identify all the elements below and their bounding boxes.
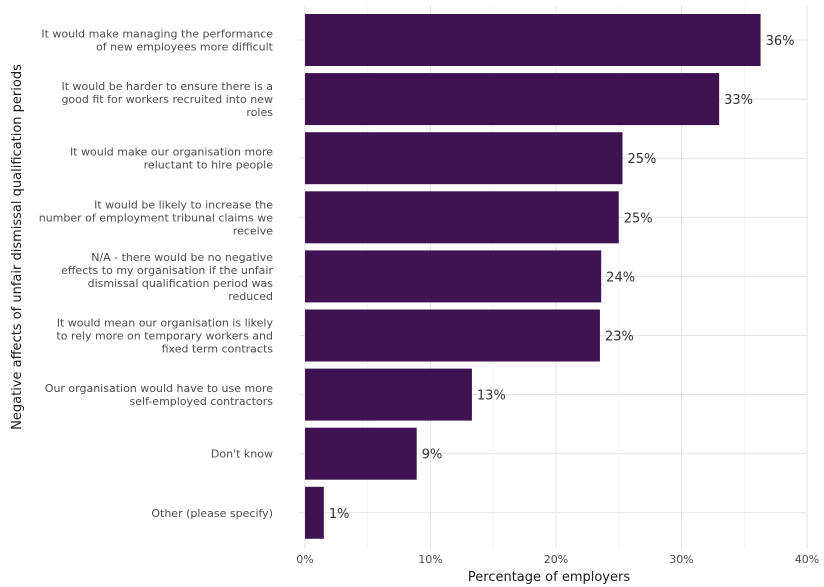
data-labels: 36% 33% 25% 25% 24% 23% 13% 9% 1% (329, 34, 795, 522)
category-label: It would make managing the performance of… (41, 28, 273, 54)
data-label: 23% (605, 330, 634, 345)
bar (305, 73, 720, 126)
category-label: Other (please specify) (151, 507, 273, 520)
bar (305, 368, 472, 421)
bar (305, 14, 761, 66)
x-axis-title: Percentage of employers (468, 570, 630, 585)
x-tick-label: 0% (296, 553, 313, 566)
category-label: It would be likely to increase the number… (39, 198, 274, 237)
bar (305, 250, 602, 303)
data-label: 33% (724, 93, 753, 108)
bar (305, 427, 417, 480)
category-label: It would mean our organisation is likely… (56, 317, 273, 356)
data-label: 13% (477, 389, 506, 404)
x-tick-label: 40% (795, 553, 819, 566)
bar (305, 132, 623, 185)
data-label: 24% (606, 270, 635, 285)
category-label: Our organisation would have to use more s… (45, 382, 273, 408)
bars (305, 14, 761, 539)
bar (305, 191, 619, 244)
category-label: It would make our organisation more reluc… (70, 146, 273, 172)
category-label: N/A - there would be no negative effects … (61, 251, 273, 303)
x-tick-label: 20% (544, 553, 568, 566)
category-label: Don't know (211, 448, 273, 461)
y-axis-title: Negative affects of unfair dismissal qua… (10, 64, 25, 430)
data-label: 36% (766, 34, 795, 49)
bar (305, 309, 600, 362)
data-label: 25% (628, 152, 657, 167)
data-label: 1% (329, 507, 350, 522)
x-tick-labels: 0% 10% 20% 30% 40% (296, 553, 819, 566)
x-tick-label: 30% (669, 553, 693, 566)
x-tick-label: 10% (418, 553, 442, 566)
category-labels: It would make managing the performance of… (39, 28, 274, 520)
data-label: 9% (422, 448, 443, 463)
bar (305, 486, 324, 539)
data-label: 25% (624, 211, 653, 226)
